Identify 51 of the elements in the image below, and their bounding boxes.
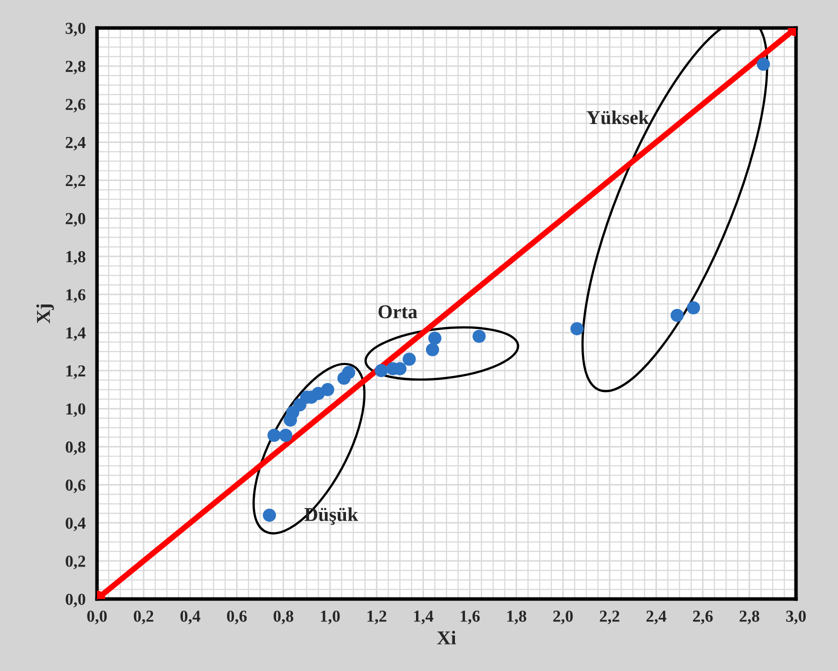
point bbox=[670, 308, 684, 322]
y-tick-label: 2,2 bbox=[66, 175, 86, 189]
y-tick-label: 1,0 bbox=[66, 403, 86, 418]
y-tick-label: 2,0 bbox=[66, 213, 86, 227]
y-axis-title: Xj bbox=[36, 304, 54, 324]
annotation: Düşük bbox=[304, 507, 358, 525]
point bbox=[686, 301, 700, 314]
y-tick-label: 0,0 bbox=[66, 594, 86, 608]
y-tick-label: 2,4 bbox=[66, 136, 86, 151]
y-tick-label: 1,8 bbox=[66, 251, 86, 265]
x-tick-label: 0,0 bbox=[87, 610, 107, 624]
point bbox=[570, 322, 584, 336]
point bbox=[279, 428, 292, 442]
y-tick-label: 1,4 bbox=[66, 327, 86, 341]
x-tick-label: 2,8 bbox=[740, 610, 760, 624]
y-tick-label: 1,6 bbox=[66, 289, 86, 303]
x-tick-label: 1,6 bbox=[460, 610, 480, 624]
y-tick-label: 0,2 bbox=[66, 556, 86, 570]
y-tick-label: 1,2 bbox=[66, 365, 86, 379]
x-tick-label: 1,0 bbox=[320, 610, 340, 624]
x-tick-label: 0,8 bbox=[274, 610, 294, 624]
point bbox=[342, 366, 356, 380]
point bbox=[756, 58, 770, 71]
x-tick-label: 0,4 bbox=[180, 610, 200, 624]
point bbox=[374, 364, 388, 378]
y-tick-label: 0,6 bbox=[66, 480, 86, 494]
point bbox=[267, 428, 281, 442]
x-axis-title: Xi bbox=[437, 630, 456, 644]
y-tick-label: 3,0 bbox=[66, 22, 86, 36]
x-tick-label: 2,4 bbox=[646, 610, 666, 624]
x-tick-label: 1,2 bbox=[368, 610, 386, 624]
point bbox=[472, 330, 486, 343]
x-tick-label: 1,8 bbox=[507, 610, 526, 624]
annotation: Yüksek bbox=[586, 110, 650, 124]
point bbox=[262, 508, 276, 522]
y-tick-label: 0,8 bbox=[66, 441, 86, 456]
x-tick-label: 2,2 bbox=[600, 610, 620, 624]
y-tick-label: 0,4 bbox=[66, 518, 86, 532]
point bbox=[402, 352, 416, 366]
x-tick-label: 1,4 bbox=[414, 610, 434, 624]
x-tick-label: 3,0 bbox=[786, 610, 806, 624]
x-tick-label: 0,6 bbox=[227, 610, 247, 624]
y-tick-label: 2,6 bbox=[66, 98, 86, 112]
point bbox=[426, 343, 440, 356]
point bbox=[321, 383, 334, 396]
x-tick-label: 2,0 bbox=[553, 610, 573, 624]
x-tick-label: 2,6 bbox=[693, 610, 713, 624]
y-tick-label: 2,8 bbox=[66, 60, 86, 74]
x-tick-label: 0,2 bbox=[134, 610, 154, 624]
point bbox=[428, 332, 442, 345]
annotation: Orta bbox=[378, 305, 418, 318]
